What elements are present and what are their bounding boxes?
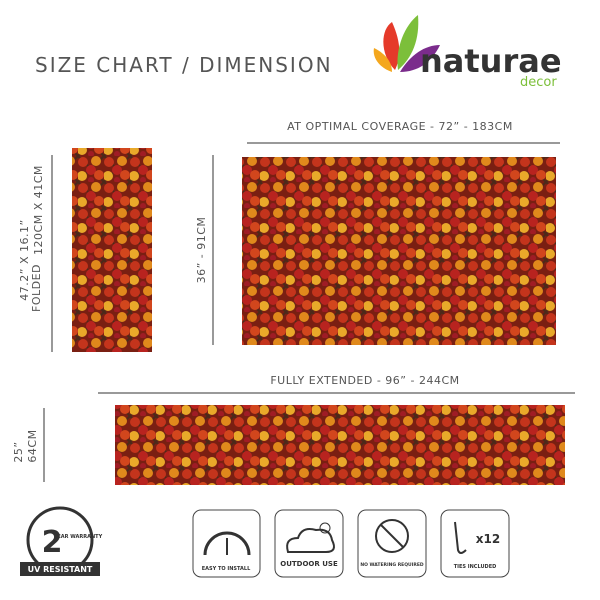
badge-count: x12 — [476, 532, 500, 546]
badge-label: TIES INCLUDED — [454, 564, 497, 570]
badge-outdoor: OUTDOOR USE — [274, 509, 344, 578]
folded-size: 47.2” X 16.1” — [18, 219, 31, 300]
logo-tagline: decor — [520, 75, 557, 90]
badge-ties: x12 TIES INCLUDED — [440, 509, 510, 578]
folded-size-cm: 120CM X 41CM — [32, 165, 45, 255]
optimal-width: AT OPTIMAL COVERAGE - 72” - 183CM — [287, 120, 513, 133]
badge-label: OUTDOOR USE — [280, 560, 338, 568]
logo: naturae decor — [373, 15, 562, 90]
extended-panel — [115, 405, 565, 485]
badge-warranty: 2 YEAR WARRANTY UV RESISTANT — [20, 506, 103, 576]
extended-height-cm: 64CM — [26, 429, 39, 462]
extended-width: FULLY EXTENDED - 96” - 244CM — [270, 374, 459, 387]
extended-height: 25” — [12, 441, 25, 462]
badge-install: EASY TO INSTALL — [192, 509, 261, 578]
optimal-panel — [242, 157, 556, 345]
badge-number: 2 — [42, 525, 63, 560]
title: SIZE CHART / DIMENSION — [35, 53, 333, 77]
badge-text: YEAR WARRANTY — [53, 534, 103, 540]
logo-name: naturae — [420, 42, 562, 80]
badge-label: NO WATERING REQUIRED — [360, 562, 424, 568]
optimal-height: 36” - 91CM — [195, 217, 208, 284]
badge-label: UV RESISTANT — [28, 565, 93, 574]
badge-label: EASY TO INSTALL — [202, 566, 251, 572]
folded-label: FOLDED — [30, 264, 43, 312]
folded-panel — [72, 148, 152, 352]
badge-watering: NO WATERING REQUIRED — [357, 509, 427, 578]
